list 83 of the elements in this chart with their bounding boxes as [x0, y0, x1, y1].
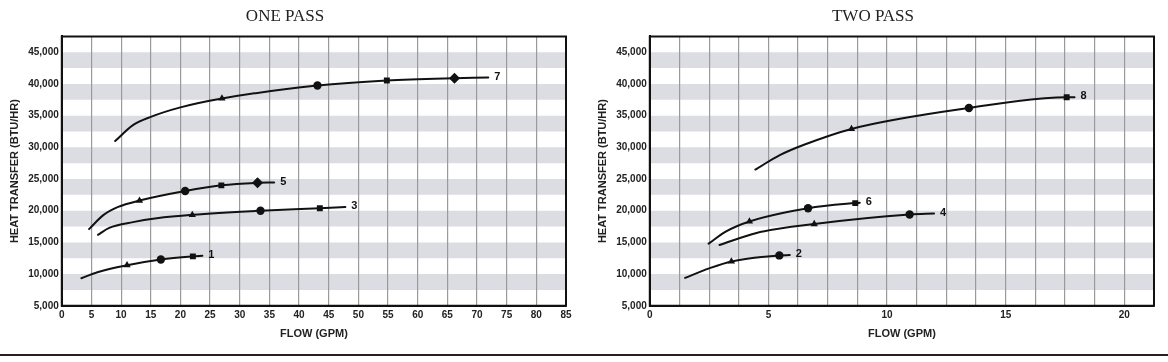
y-tick-label: 40,000	[28, 77, 60, 89]
point	[1063, 94, 1070, 101]
point	[218, 182, 225, 189]
point	[383, 77, 390, 84]
y-tick-label: 30,000	[616, 141, 648, 153]
x-tick-label: 20	[174, 308, 187, 320]
y-tick-label: 10,000	[616, 267, 648, 279]
series-label: 2	[795, 247, 802, 260]
point	[256, 206, 265, 215]
point	[180, 186, 190, 196]
line-series	[80, 254, 204, 280]
point	[852, 200, 859, 207]
point	[745, 217, 754, 224]
point	[189, 253, 196, 260]
series-label: 3	[351, 198, 358, 211]
x-axis-title: FLOW (GPM)	[279, 327, 349, 340]
x-tick-label: 25	[204, 308, 217, 320]
point	[316, 205, 323, 212]
y-tick-label: 20,000	[28, 204, 60, 216]
point	[905, 210, 914, 219]
point	[188, 210, 196, 217]
line-series	[96, 205, 347, 236]
x-tick-label: 30	[234, 308, 246, 320]
x-tick-label: 10	[881, 308, 894, 320]
x-tick-label: 35	[263, 308, 276, 320]
x-tick-label: 15	[1000, 308, 1012, 320]
chart-title: ONE PASS	[245, 5, 325, 25]
point	[775, 251, 784, 260]
x-tick-label: 0	[647, 308, 653, 320]
x-tick-label: 55	[382, 308, 395, 320]
point	[135, 196, 144, 203]
y-tick-label: 40,000	[616, 77, 648, 89]
point	[448, 72, 460, 84]
point	[313, 81, 322, 90]
point	[964, 103, 974, 113]
x-tick-label: 5	[88, 308, 95, 320]
point	[727, 257, 736, 264]
x-tick-label: 45	[323, 308, 335, 320]
x-tick-label: 75	[501, 308, 513, 320]
point	[156, 255, 166, 264]
series-label: 4	[940, 205, 948, 218]
x-axis-title: FLOW (GPM)	[867, 327, 937, 340]
point	[847, 124, 856, 132]
y-tick-label: 10,000	[28, 267, 60, 279]
x-tick-label: 15	[145, 308, 157, 320]
y-tick-label: 5,000	[33, 299, 60, 311]
x-tick-label: 85	[560, 308, 572, 320]
y-tick-label: 15,000	[616, 236, 648, 248]
line-series	[718, 212, 936, 246]
y-tick-label: 35,000	[616, 109, 648, 121]
point	[803, 203, 813, 213]
x-tick-label: 70	[471, 308, 484, 320]
y-tick-label: 20,000	[616, 204, 648, 216]
x-tick-label: 50	[352, 308, 365, 320]
y-tick-label: 30,000	[28, 141, 60, 153]
x-tick-label: 60	[412, 308, 424, 320]
y-tick-label: 35,000	[28, 109, 60, 121]
x-tick-label: 20	[1118, 308, 1131, 320]
x-tick-label: 10	[115, 308, 128, 320]
x-tick-label: 40	[293, 308, 306, 320]
point	[218, 94, 226, 101]
x-tick-label: 0	[59, 308, 65, 320]
y-tick-label: 25,000	[28, 172, 60, 184]
point	[252, 177, 264, 189]
y-tick-label: 45,000	[616, 46, 648, 57]
x-tick-label: 80	[530, 308, 543, 320]
line-series	[707, 201, 861, 245]
series-label: 7	[494, 69, 501, 82]
y-axis-title: HEAT TRANSFER (BTU/HR)	[595, 98, 608, 244]
series-label: 6	[865, 194, 872, 207]
series-label: 1	[208, 247, 215, 260]
y-tick-label: 5,000	[621, 299, 648, 311]
series-label: 8	[1080, 89, 1087, 102]
x-tick-label: 65	[441, 308, 454, 320]
x-tick-label: 5	[765, 308, 772, 320]
series-label: 5	[280, 174, 287, 187]
y-tick-label: 45,000	[28, 46, 60, 57]
line-series	[754, 96, 1076, 171]
chart-title: TWO PASS	[831, 5, 915, 25]
y-tick-label: 15,000	[28, 236, 60, 248]
point	[810, 219, 818, 227]
y-tick-label: 25,000	[616, 172, 648, 184]
y-axis-title: HEAT TRANSFER (BTU/HR)	[7, 98, 20, 244]
